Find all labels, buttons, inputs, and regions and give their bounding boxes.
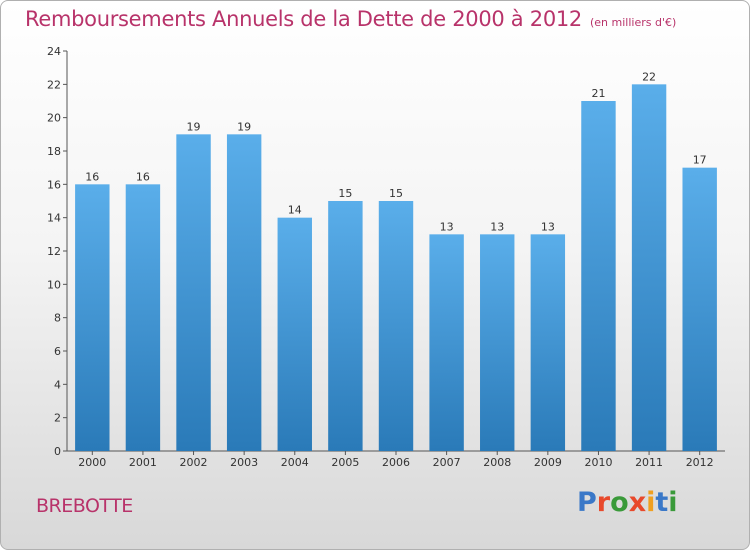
logo-letter: P <box>577 487 597 518</box>
x-tick-label: 2000 <box>78 456 106 469</box>
y-tick-label: 16 <box>47 178 61 191</box>
y-tick-label: 14 <box>47 212 61 225</box>
logo-letter: o <box>610 487 629 518</box>
x-tick-label: 2003 <box>230 456 258 469</box>
data-label: 14 <box>288 204 302 217</box>
y-tick-label: 8 <box>54 312 61 325</box>
chart-title: Remboursements Annuels de la Dette de 20… <box>25 7 582 31</box>
x-tick-label: 2009 <box>534 456 562 469</box>
data-label: 15 <box>389 187 403 200</box>
y-tick-label: 12 <box>47 245 61 258</box>
y-tick-label: 6 <box>54 345 61 358</box>
data-label: 22 <box>642 70 656 83</box>
x-tick-label: 2007 <box>433 456 461 469</box>
x-tick-label: 2004 <box>281 456 309 469</box>
bar <box>125 184 161 452</box>
bar <box>226 134 262 452</box>
bar <box>682 167 717 451</box>
data-label: 13 <box>440 220 454 233</box>
bar <box>530 234 566 451</box>
x-tick-label: 2010 <box>584 456 612 469</box>
y-tick-label: 10 <box>47 278 61 291</box>
bar <box>631 84 667 451</box>
bar <box>378 201 414 451</box>
y-tick-label: 2 <box>54 412 61 425</box>
bar <box>277 217 312 451</box>
bar <box>581 101 616 451</box>
data-label: 21 <box>591 87 605 100</box>
bar <box>75 184 110 452</box>
y-tick-label: 20 <box>47 112 61 125</box>
y-tick-label: 0 <box>54 445 61 458</box>
logo-letter: t <box>655 487 669 518</box>
logo-letter: i <box>668 487 678 518</box>
x-tick-label: 2006 <box>382 456 410 469</box>
bars <box>75 84 717 452</box>
proxiti-logo: Proxiti <box>577 487 678 518</box>
data-label: 19 <box>237 120 251 133</box>
data-label: 16 <box>136 170 150 183</box>
x-tick-label: 2011 <box>635 456 663 469</box>
data-label: 16 <box>85 170 99 183</box>
bar <box>328 201 363 451</box>
x-tick-label: 2001 <box>129 456 157 469</box>
data-label: 13 <box>490 220 504 233</box>
x-tick-label: 2012 <box>686 456 714 469</box>
x-tick-label: 2005 <box>331 456 359 469</box>
y-tick-label: 18 <box>47 145 61 158</box>
x-tick-label: 2002 <box>180 456 208 469</box>
data-label: 13 <box>541 220 555 233</box>
y-tick-label: 4 <box>54 378 61 391</box>
y-tick-label: 22 <box>47 78 61 91</box>
logo-letter: r <box>596 487 611 518</box>
x-tick-label: 2008 <box>483 456 511 469</box>
bar <box>480 234 515 451</box>
chart-subtitle: (en milliers d'€) <box>590 16 677 29</box>
data-label: 15 <box>338 187 352 200</box>
title-row: Remboursements Annuels de la Dette de 20… <box>25 7 676 31</box>
bar <box>176 134 211 452</box>
bar <box>429 234 464 451</box>
data-label: 19 <box>187 120 201 133</box>
commune-name: BREBOTTE <box>36 495 133 517</box>
logo-letter: x <box>628 487 647 518</box>
y-tick-label: 24 <box>47 45 61 58</box>
data-label: 17 <box>693 154 707 167</box>
logo-letter: i <box>646 487 656 518</box>
data-labels: 16 16 19 19 14 15 15 13 13 13 21 22 17 <box>85 70 706 233</box>
